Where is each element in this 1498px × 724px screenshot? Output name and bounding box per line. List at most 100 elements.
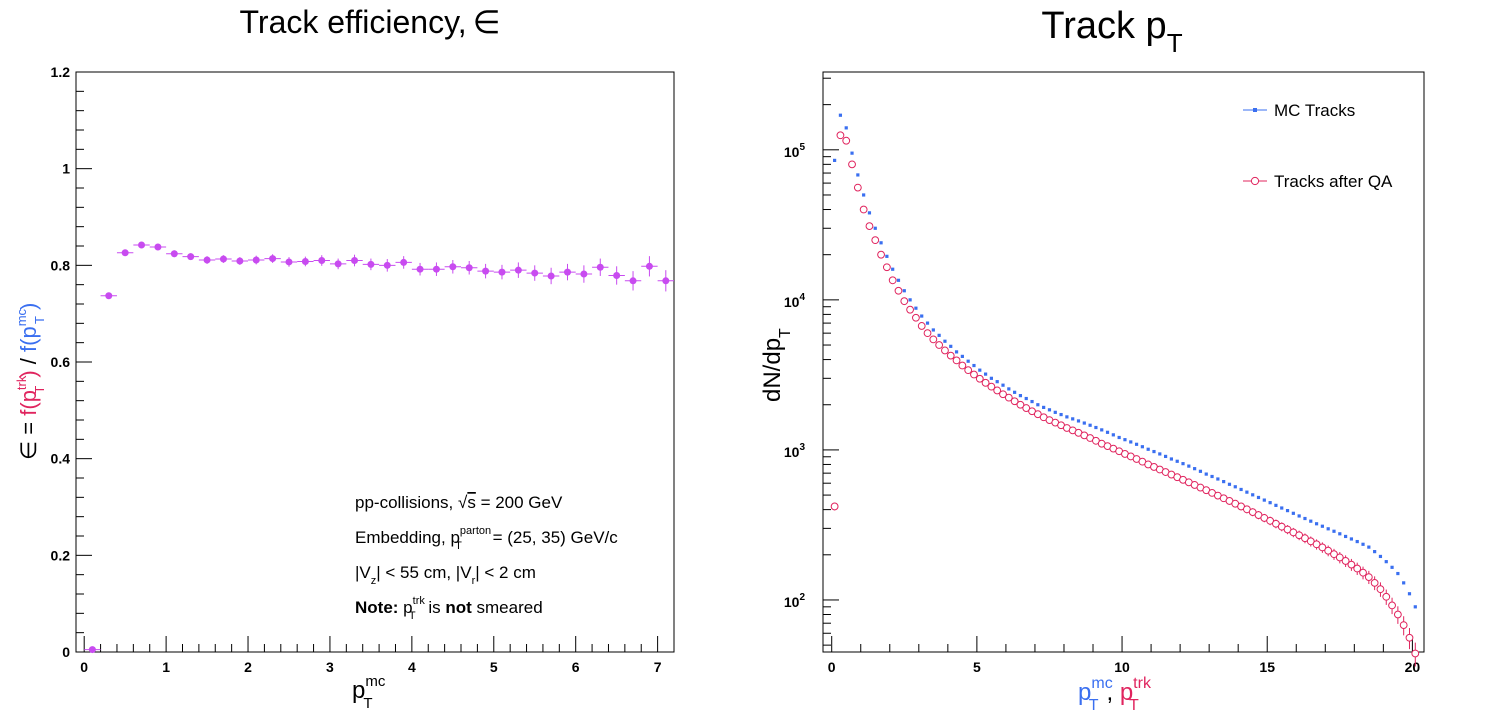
efficiency-point (645, 262, 653, 270)
mc-track-point (1326, 527, 1330, 531)
mc-track-point (1338, 532, 1342, 536)
qa-track-point (1376, 585, 1385, 594)
qa-track-point (877, 250, 885, 259)
mc-track-point (908, 298, 912, 302)
qa-track-point (929, 335, 938, 344)
mc-track-point (1117, 435, 1121, 440)
qa-track-point (842, 136, 851, 145)
x-tick-label: 0 (80, 659, 88, 675)
annotation-collision: pp-collisions, √s = 200 GeV (355, 493, 563, 512)
efficiency-point (138, 241, 146, 249)
qa-track-point (1341, 557, 1350, 565)
qa-track-point (1411, 649, 1420, 658)
x-tick-label: 10 (1114, 659, 1130, 675)
efficiency-point (416, 265, 424, 273)
annotation-embedding: Embedding, pparton T = (25, 35) GeV/c (355, 525, 618, 552)
mc-track-point (1088, 423, 1092, 427)
qa-track-point (999, 390, 1007, 399)
annotation-vertex-cuts: |Vz| < 55 cm, |Vr| < 2 cm (355, 563, 536, 587)
qa-track-point (975, 374, 984, 383)
efficiency-xlabel: pmc T (352, 673, 386, 712)
qa-track-point (859, 205, 868, 214)
track-pt-title: Track pT (1041, 5, 1182, 58)
mc-track-point (1355, 539, 1359, 544)
x-tick-label: 3 (326, 659, 334, 675)
track-pt-plot-frame (822, 71, 1425, 653)
efficiency-axis-ticks: 0 1 2 3 4 5 6 7 0 0.2 0.4 0.6 0.8 1 1.2 (51, 64, 675, 675)
qa-track-point (1312, 540, 1321, 549)
qa-track-point (912, 313, 920, 322)
mc-track-point (1396, 571, 1400, 576)
efficiency-point (613, 271, 621, 279)
y-tick-label: 103 (784, 442, 806, 460)
mc-track-point (1285, 509, 1290, 513)
mc-track-point (896, 278, 901, 282)
efficiency-point (318, 257, 326, 264)
qa-track-point (1382, 592, 1391, 601)
mc-track-point (1030, 399, 1034, 404)
mc-track-point (914, 306, 918, 310)
mc-track-point (960, 354, 964, 358)
mc-track-point (1373, 550, 1377, 554)
qa-track-point (1347, 560, 1356, 569)
mc-track-point (1256, 495, 1261, 500)
efficiency-point (662, 277, 670, 285)
mc-track-point (1187, 464, 1191, 468)
qa-track-point (830, 502, 839, 511)
qa-track-point (941, 346, 949, 355)
efficiency-point (432, 265, 440, 273)
mc-track-point (1100, 428, 1104, 432)
mc-track-point (879, 241, 883, 245)
mc-track-point (1309, 519, 1313, 523)
mc-track-point (1163, 454, 1168, 459)
qa-track-point (848, 160, 856, 169)
mc-track-point (1071, 417, 1075, 421)
qa-track-point (952, 356, 961, 365)
efficiency-title: Track efficiency, ∈ (240, 4, 501, 40)
qa-track-point (871, 236, 880, 245)
y-tick-label: 0.2 (51, 547, 71, 563)
mc-track-point (1042, 405, 1046, 410)
track-pt-data-points (830, 113, 1420, 667)
qa-track-point (836, 131, 845, 140)
qa-track-point (987, 382, 996, 391)
mc-track-point (1390, 565, 1394, 569)
mc-track-point (978, 368, 982, 372)
x-tick-label: 15 (1259, 659, 1275, 675)
qa-track-point (1010, 397, 1019, 406)
mc-track-point (1233, 485, 1237, 489)
mc-track-point (1013, 390, 1017, 394)
qa-track-point (1033, 410, 1042, 419)
mc-track-point (867, 211, 872, 215)
mc-track-point (1018, 394, 1023, 398)
qa-track-point (923, 329, 932, 338)
efficiency-point (219, 255, 227, 263)
efficiency-point (498, 268, 506, 276)
qa-track-point (935, 341, 944, 349)
track-pt-ylabel: dN/dpT (759, 328, 794, 402)
efficiency-ylabel: ∈ = f(ptrk T) / f(pmc T) (14, 303, 47, 460)
mc-track-point (1402, 581, 1406, 585)
track-pt-panel: Track pT 0 5 10 15 20 102 103 104 105 dN/dpT pmc… (759, 5, 1425, 714)
mc-track-point (1216, 477, 1220, 481)
mc-track-point (1105, 430, 1110, 434)
qa-track-point (1370, 578, 1379, 587)
efficiency-point (154, 243, 162, 251)
mc-track-point (1349, 537, 1354, 541)
mc-track-point (1222, 479, 1226, 484)
mc-track-point (902, 289, 906, 293)
mc-track-point (1181, 462, 1185, 466)
mc-track-point (983, 372, 988, 376)
mc-track-point (1361, 542, 1365, 546)
mc-track-point (1280, 506, 1284, 510)
mc-track-point (972, 363, 976, 368)
mc-track-point (1036, 403, 1040, 407)
mc-track-point (862, 193, 866, 197)
mc-track-point (1198, 469, 1203, 473)
efficiency-point (285, 258, 293, 266)
mc-track-point (1204, 472, 1208, 476)
mc-track-point (1210, 474, 1214, 479)
mc-track-point (1245, 490, 1249, 494)
efficiency-point (88, 646, 96, 654)
y-tick-label: 1 (62, 161, 70, 177)
